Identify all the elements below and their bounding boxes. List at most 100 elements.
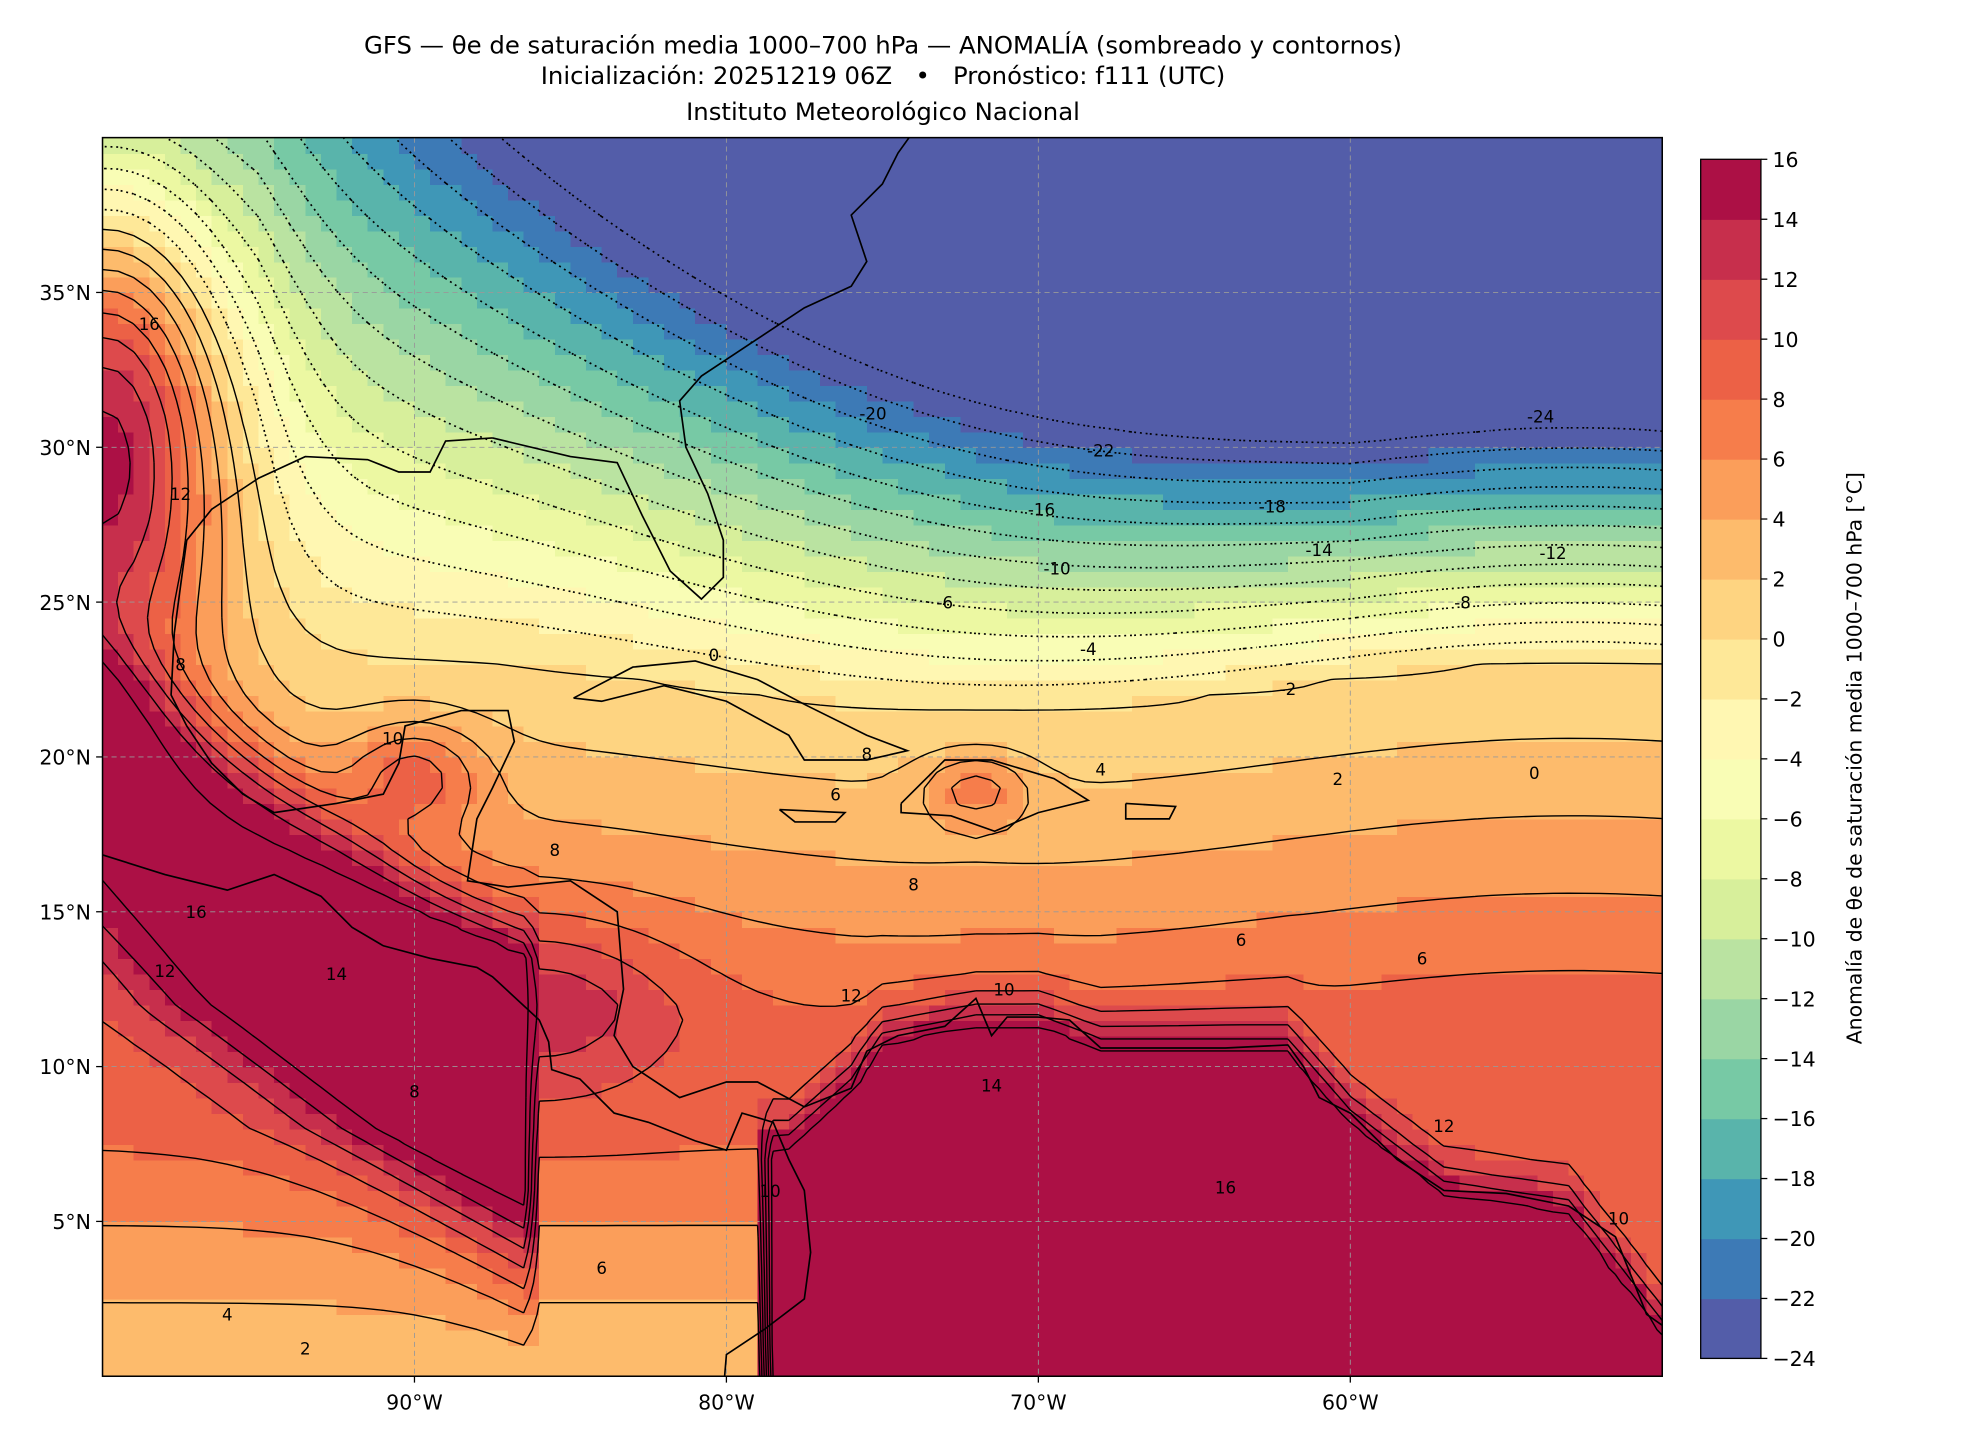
- field-cell: [929, 1314, 946, 1331]
- field-cell: [897, 695, 915, 712]
- field-cell: [133, 1329, 151, 1347]
- field-cell: [180, 246, 197, 263]
- field-cell: [1007, 524, 1024, 541]
- field-cell: [804, 1221, 821, 1238]
- field-cell: [227, 230, 244, 247]
- field-cell: [851, 338, 868, 356]
- field-cell: [897, 153, 915, 170]
- field-cell: [773, 710, 790, 727]
- field-cell: [804, 540, 821, 557]
- field-cell: [695, 1051, 712, 1068]
- field-cell: [882, 338, 899, 356]
- field-cell: [180, 633, 197, 650]
- field-cell: [1007, 246, 1024, 263]
- field-cell: [367, 400, 385, 418]
- field-cell: [1022, 834, 1040, 851]
- field-cell: [897, 1360, 915, 1377]
- field-cell: [944, 153, 962, 170]
- field-cell: [679, 617, 696, 634]
- field-cell: [882, 369, 899, 387]
- field-cell: [508, 168, 525, 185]
- field-cell: [305, 865, 322, 882]
- field-cell: [804, 710, 821, 727]
- field-cell: [320, 168, 338, 185]
- field-cell: [320, 307, 338, 325]
- field-cell: [211, 431, 229, 449]
- field-cell: [554, 1174, 572, 1192]
- field-cell: [320, 261, 338, 278]
- field-cell: [882, 1020, 899, 1037]
- field-cell: [601, 834, 619, 851]
- field-cell: [508, 927, 525, 944]
- field-cell: [320, 137, 338, 154]
- field-cell: [929, 834, 946, 851]
- field-cell: [118, 1174, 135, 1192]
- field-cell: [960, 416, 977, 433]
- field-cell: [258, 1190, 275, 1207]
- field-cell: [695, 1360, 712, 1377]
- field-cell: [929, 1128, 946, 1145]
- field-cell: [804, 1190, 821, 1207]
- field-cell: [773, 1205, 790, 1223]
- field-cell: [211, 1051, 229, 1068]
- field-cell: [1022, 416, 1040, 433]
- field-cell: [164, 1174, 182, 1192]
- field-cell: [1022, 493, 1040, 510]
- field-cell: [118, 1221, 135, 1238]
- field-cell: [897, 1252, 915, 1269]
- field-cell: [1053, 447, 1071, 464]
- field-cell: [601, 1221, 619, 1238]
- field-cell: [211, 958, 229, 975]
- field-cell: [819, 772, 837, 789]
- field-cell: [664, 1221, 681, 1238]
- field-cell: [102, 292, 119, 309]
- field-cell: [960, 942, 977, 959]
- field-cell: [586, 1066, 603, 1083]
- field-cell: [383, 586, 400, 603]
- field-cell: [102, 1267, 119, 1285]
- field-cell: [695, 586, 712, 603]
- field-cell: [617, 369, 634, 387]
- field-cell: [726, 509, 743, 526]
- field-cell: [664, 462, 681, 480]
- field-cell: [445, 168, 463, 185]
- field-cell: [414, 1298, 431, 1316]
- field-cell: [819, 555, 837, 572]
- field-cell: [991, 989, 1008, 1006]
- field-cell: [274, 462, 291, 480]
- field-cell: [102, 338, 119, 356]
- field-cell: [617, 230, 634, 247]
- field-cell: [975, 1298, 993, 1316]
- field-cell: [1022, 1066, 1040, 1083]
- field-cell: [882, 323, 899, 340]
- field-cell: [804, 1345, 821, 1362]
- field-cell: [476, 447, 494, 464]
- field-cell: [305, 1205, 322, 1223]
- field-cell: [539, 307, 556, 325]
- field-cell: [866, 710, 884, 727]
- field-cell: [710, 385, 728, 402]
- field-cell: [632, 524, 650, 541]
- field-cell: [679, 834, 696, 851]
- field-cell: [975, 1267, 993, 1285]
- field-cell: [851, 1236, 868, 1254]
- field-cell: [227, 416, 244, 433]
- field-cell: [430, 710, 447, 727]
- field-cell: [523, 416, 541, 433]
- field-cell: [944, 602, 962, 619]
- field-cell: [414, 431, 431, 449]
- field-cell: [414, 772, 431, 789]
- field-cell: [1007, 416, 1024, 433]
- field-cell: [445, 261, 463, 278]
- field-cell: [835, 246, 852, 263]
- field-cell: [819, 725, 837, 743]
- field-cell: [726, 1221, 743, 1238]
- field-cell: [336, 602, 353, 619]
- field-cell: [695, 695, 712, 712]
- field-cell: [913, 973, 930, 990]
- field-cell: [320, 1205, 338, 1223]
- field-cell: [274, 184, 291, 201]
- field-cell: [632, 1097, 650, 1114]
- field-cell: [757, 617, 774, 634]
- field-cell: [710, 276, 728, 294]
